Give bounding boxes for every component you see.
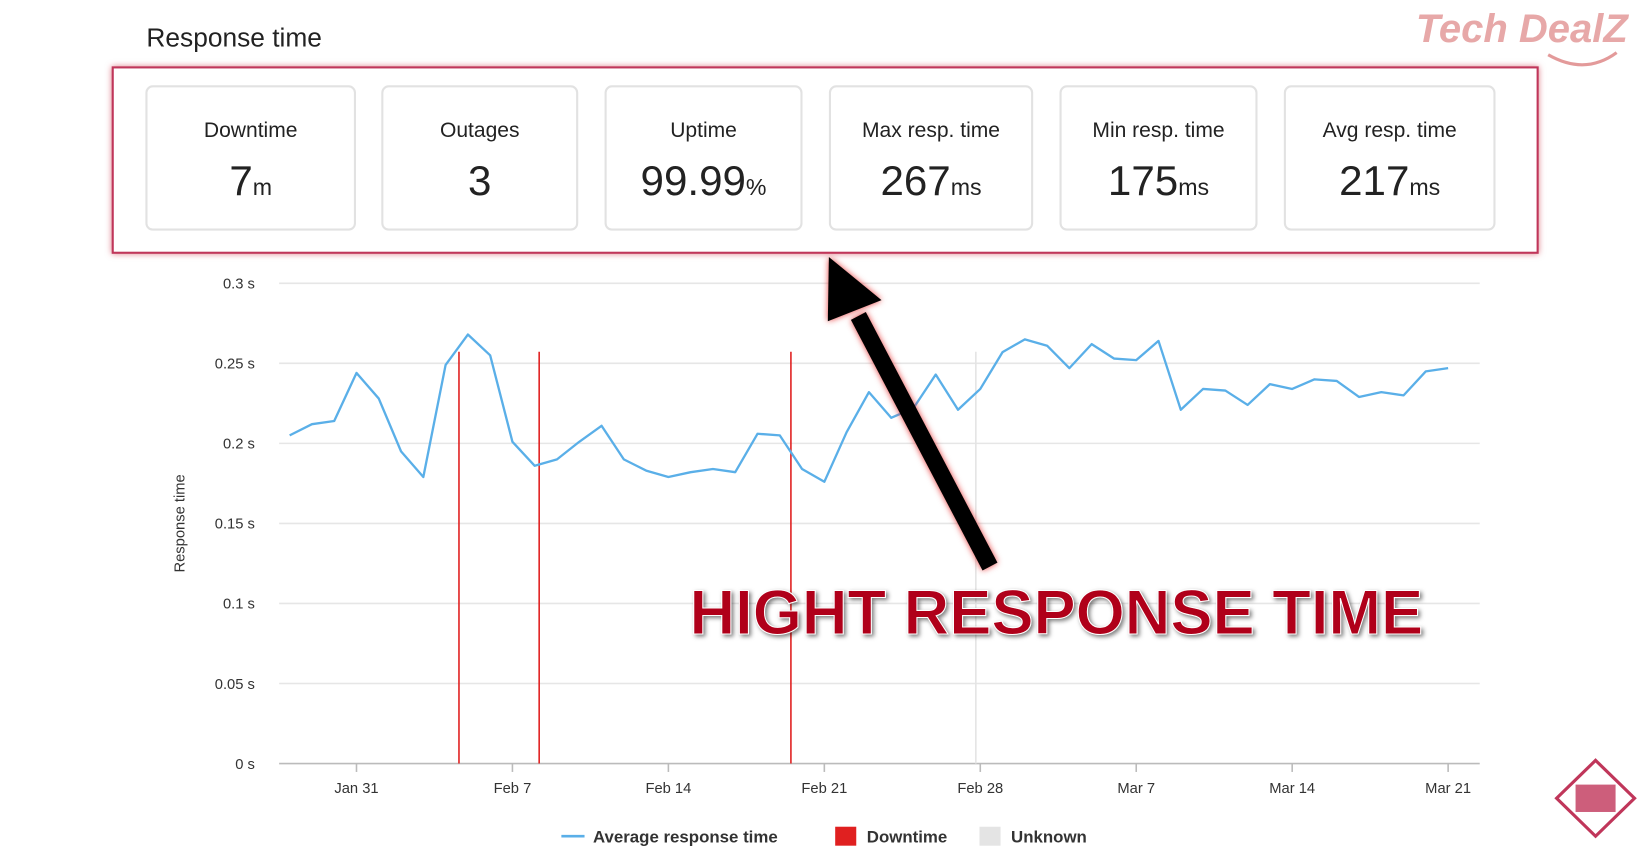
stat-card bbox=[1283, 85, 1496, 231]
stat-number: 7 bbox=[229, 157, 252, 204]
arrow bbox=[827, 256, 998, 571]
arrow-head bbox=[827, 256, 882, 322]
stat-card bbox=[381, 85, 579, 231]
stat-value: 175ms bbox=[1108, 157, 1209, 204]
stat-card bbox=[145, 85, 357, 231]
stat-card bbox=[828, 85, 1034, 231]
x-tick-label: Feb 28 bbox=[957, 781, 1003, 797]
y-tick-label: 0.2 s bbox=[223, 437, 255, 453]
watermark: Tech DealZ bbox=[1416, 7, 1629, 51]
stat-number: 175 bbox=[1108, 157, 1178, 204]
x-tick-label: Jan 31 bbox=[334, 781, 378, 797]
logo bbox=[1554, 758, 1637, 839]
stat-label: Max resp. time bbox=[862, 119, 1000, 142]
y-tick-label: 0.3 s bbox=[223, 277, 255, 293]
plot: 0 s 0.05 s 0.1 s 0.15 s 0.2 s 0.25 s 0.3 s Resp… bbox=[172, 277, 1480, 847]
legend-label: Downtime bbox=[867, 828, 947, 847]
stat-label: Uptime bbox=[670, 119, 737, 142]
stat-number: 267 bbox=[880, 157, 950, 204]
legend-swatch bbox=[979, 826, 1001, 846]
stat-value: 99.99% bbox=[641, 157, 767, 204]
stat-unit: m bbox=[253, 174, 272, 200]
stat-unit: % bbox=[746, 174, 767, 200]
stat-card bbox=[604, 85, 803, 231]
legend-label: Average response time bbox=[593, 828, 778, 847]
y-axis-label: Response time bbox=[172, 474, 188, 572]
stat-label: Downtime bbox=[204, 119, 298, 142]
stat-unit: ms bbox=[1409, 174, 1440, 200]
stat-number: 217 bbox=[1339, 157, 1409, 204]
x-tick-label: Mar 14 bbox=[1269, 781, 1315, 797]
logo-center bbox=[1575, 784, 1616, 812]
x-tick-label: Feb 21 bbox=[801, 781, 847, 797]
stat-value: 267ms bbox=[880, 157, 981, 204]
stat-value: 7m bbox=[229, 157, 272, 204]
watermark-swoosh bbox=[1547, 51, 1618, 67]
stat-card bbox=[1059, 85, 1258, 231]
stat-value: 217ms bbox=[1339, 157, 1440, 204]
arrow-shaft bbox=[850, 312, 998, 571]
y-tick-label: 0.05 s bbox=[215, 677, 255, 693]
y-tick-label: 0.25 s bbox=[215, 357, 255, 373]
stat-number: 99.99 bbox=[641, 157, 746, 204]
stat-value: 3 bbox=[468, 157, 491, 204]
legend-label: Unknown bbox=[1011, 828, 1087, 847]
legend-swatch bbox=[835, 826, 857, 846]
stat-label: Min resp. time bbox=[1092, 119, 1224, 142]
y-tick-label: 0 s bbox=[235, 757, 255, 773]
chart-title: Response time bbox=[146, 22, 322, 52]
stat-unit: ms bbox=[951, 174, 982, 200]
series-line bbox=[289, 333, 1449, 483]
stat-label: Outages bbox=[440, 119, 520, 142]
x-tick-label: Mar 21 bbox=[1425, 781, 1471, 797]
x-tick-label: Feb 7 bbox=[494, 781, 532, 797]
x-tick-label: Mar 7 bbox=[1117, 781, 1155, 797]
x-tick-label: Feb 14 bbox=[645, 781, 691, 797]
stats: Downtime 7m Outages 3 Uptime 99.99% Max resp. … bbox=[145, 85, 1496, 231]
stat-label: Avg resp. time bbox=[1323, 119, 1457, 142]
annotation: HIGHT RESPONSE TIME bbox=[690, 578, 1424, 648]
stat-unit: ms bbox=[1178, 174, 1209, 200]
y-tick-label: 0.15 s bbox=[215, 517, 255, 533]
y-tick-label: 0.1 s bbox=[223, 597, 255, 613]
stat-number: 3 bbox=[468, 157, 491, 204]
